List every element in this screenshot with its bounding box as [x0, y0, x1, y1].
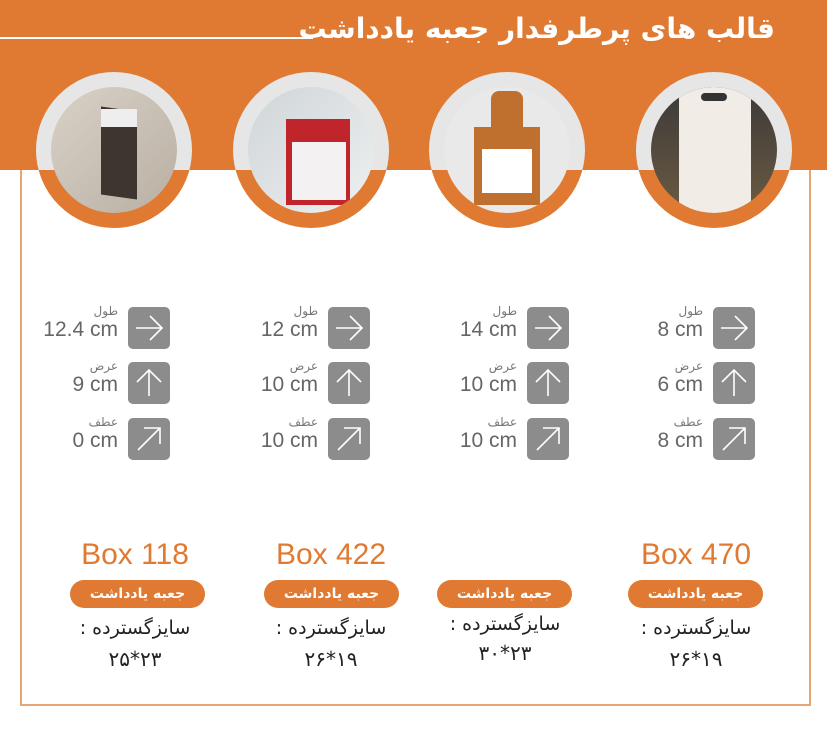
spec-value: 12 cm [260, 318, 318, 341]
product-name: Box 118 [81, 538, 189, 571]
arrow-right-icon [713, 307, 755, 349]
arrow-right-icon [128, 307, 170, 349]
spec-value: 8 cm [657, 429, 703, 452]
product-image-box-3 [429, 72, 585, 228]
size-value: ۲۶*۱۹ [669, 647, 723, 671]
size-label: سایزگسترده : [79, 617, 191, 639]
title-divider [0, 37, 313, 39]
size-value: ۳۰*۲۳ [478, 641, 532, 665]
product-name: Box 470 [640, 538, 752, 571]
arrow-up-right-icon [527, 418, 569, 460]
spec-value: 10 cm [260, 373, 318, 396]
spec-value: 10 cm [459, 373, 517, 396]
spec-label: طول [93, 304, 118, 318]
product-tag: جعبه یادداشت [437, 580, 572, 608]
spec-label: عرض [674, 359, 703, 373]
spec-length: طول 14 cm [399, 304, 569, 351]
spec-length: طول 8 cm [585, 304, 755, 351]
spec-width: عرض 10 cm [200, 359, 370, 406]
spec-fold: عطف 8 cm [585, 415, 755, 462]
arrow-up-right-icon [713, 418, 755, 460]
spec-value: 10 cm [260, 429, 318, 452]
spec-value: 12.4 cm [43, 318, 118, 341]
size-value: ۲۶*۱۹ [304, 647, 358, 671]
spec-label: عرض [89, 359, 118, 373]
size-value: ۲۵*۲۳ [108, 647, 162, 671]
spec-value: 0 cm [72, 429, 118, 452]
product-tag: جعبه یادداشت [628, 580, 763, 608]
spec-fold: عطف 10 cm [200, 415, 370, 462]
spec-label: طول [492, 304, 517, 318]
spec-width: عرض 10 cm [399, 359, 569, 406]
arrow-up-icon [527, 362, 569, 404]
spec-label: عرض [289, 359, 318, 373]
arrow-up-right-icon [328, 418, 370, 460]
size-label: سایزگسترده : [275, 617, 387, 639]
page-title: قالب های پرطرفدار جعبه یادداشت [298, 12, 775, 45]
spec-label: عطف [88, 415, 118, 429]
size-label: سایزگسترده : [449, 613, 561, 635]
spec-label: طول [678, 304, 703, 318]
spec-label: عطف [487, 415, 517, 429]
spec-label: طول [293, 304, 318, 318]
product-name: Box 422 [275, 538, 387, 571]
arrow-up-icon [328, 362, 370, 404]
arrow-up-right-icon [128, 418, 170, 460]
size-label: سایزگسترده : [640, 617, 752, 639]
product-image-box-118 [36, 72, 192, 228]
spec-fold: عطف 0 cm [0, 415, 170, 462]
spec-value: 10 cm [459, 429, 517, 452]
product-tag: جعبه یادداشت [264, 580, 399, 608]
arrow-up-icon [713, 362, 755, 404]
arrow-up-icon [128, 362, 170, 404]
spec-value: 14 cm [459, 318, 517, 341]
spec-width: عرض 6 cm [585, 359, 755, 406]
spec-value: 8 cm [657, 318, 703, 341]
product-tag: جعبه یادداشت [70, 580, 205, 608]
product-image-box-470 [636, 72, 792, 228]
content-frame [20, 170, 811, 706]
spec-value: 9 cm [72, 373, 118, 396]
spec-label: عطف [288, 415, 318, 429]
spec-length: طول 12 cm [200, 304, 370, 351]
spec-label: عطف [673, 415, 703, 429]
arrow-right-icon [527, 307, 569, 349]
spec-label: عرض [488, 359, 517, 373]
spec-fold: عطف 10 cm [399, 415, 569, 462]
spec-length: طول 12.4 cm [0, 304, 170, 351]
spec-width: عرض 9 cm [0, 359, 170, 406]
spec-value: 6 cm [657, 373, 703, 396]
product-image-box-422 [233, 72, 389, 228]
arrow-right-icon [328, 307, 370, 349]
